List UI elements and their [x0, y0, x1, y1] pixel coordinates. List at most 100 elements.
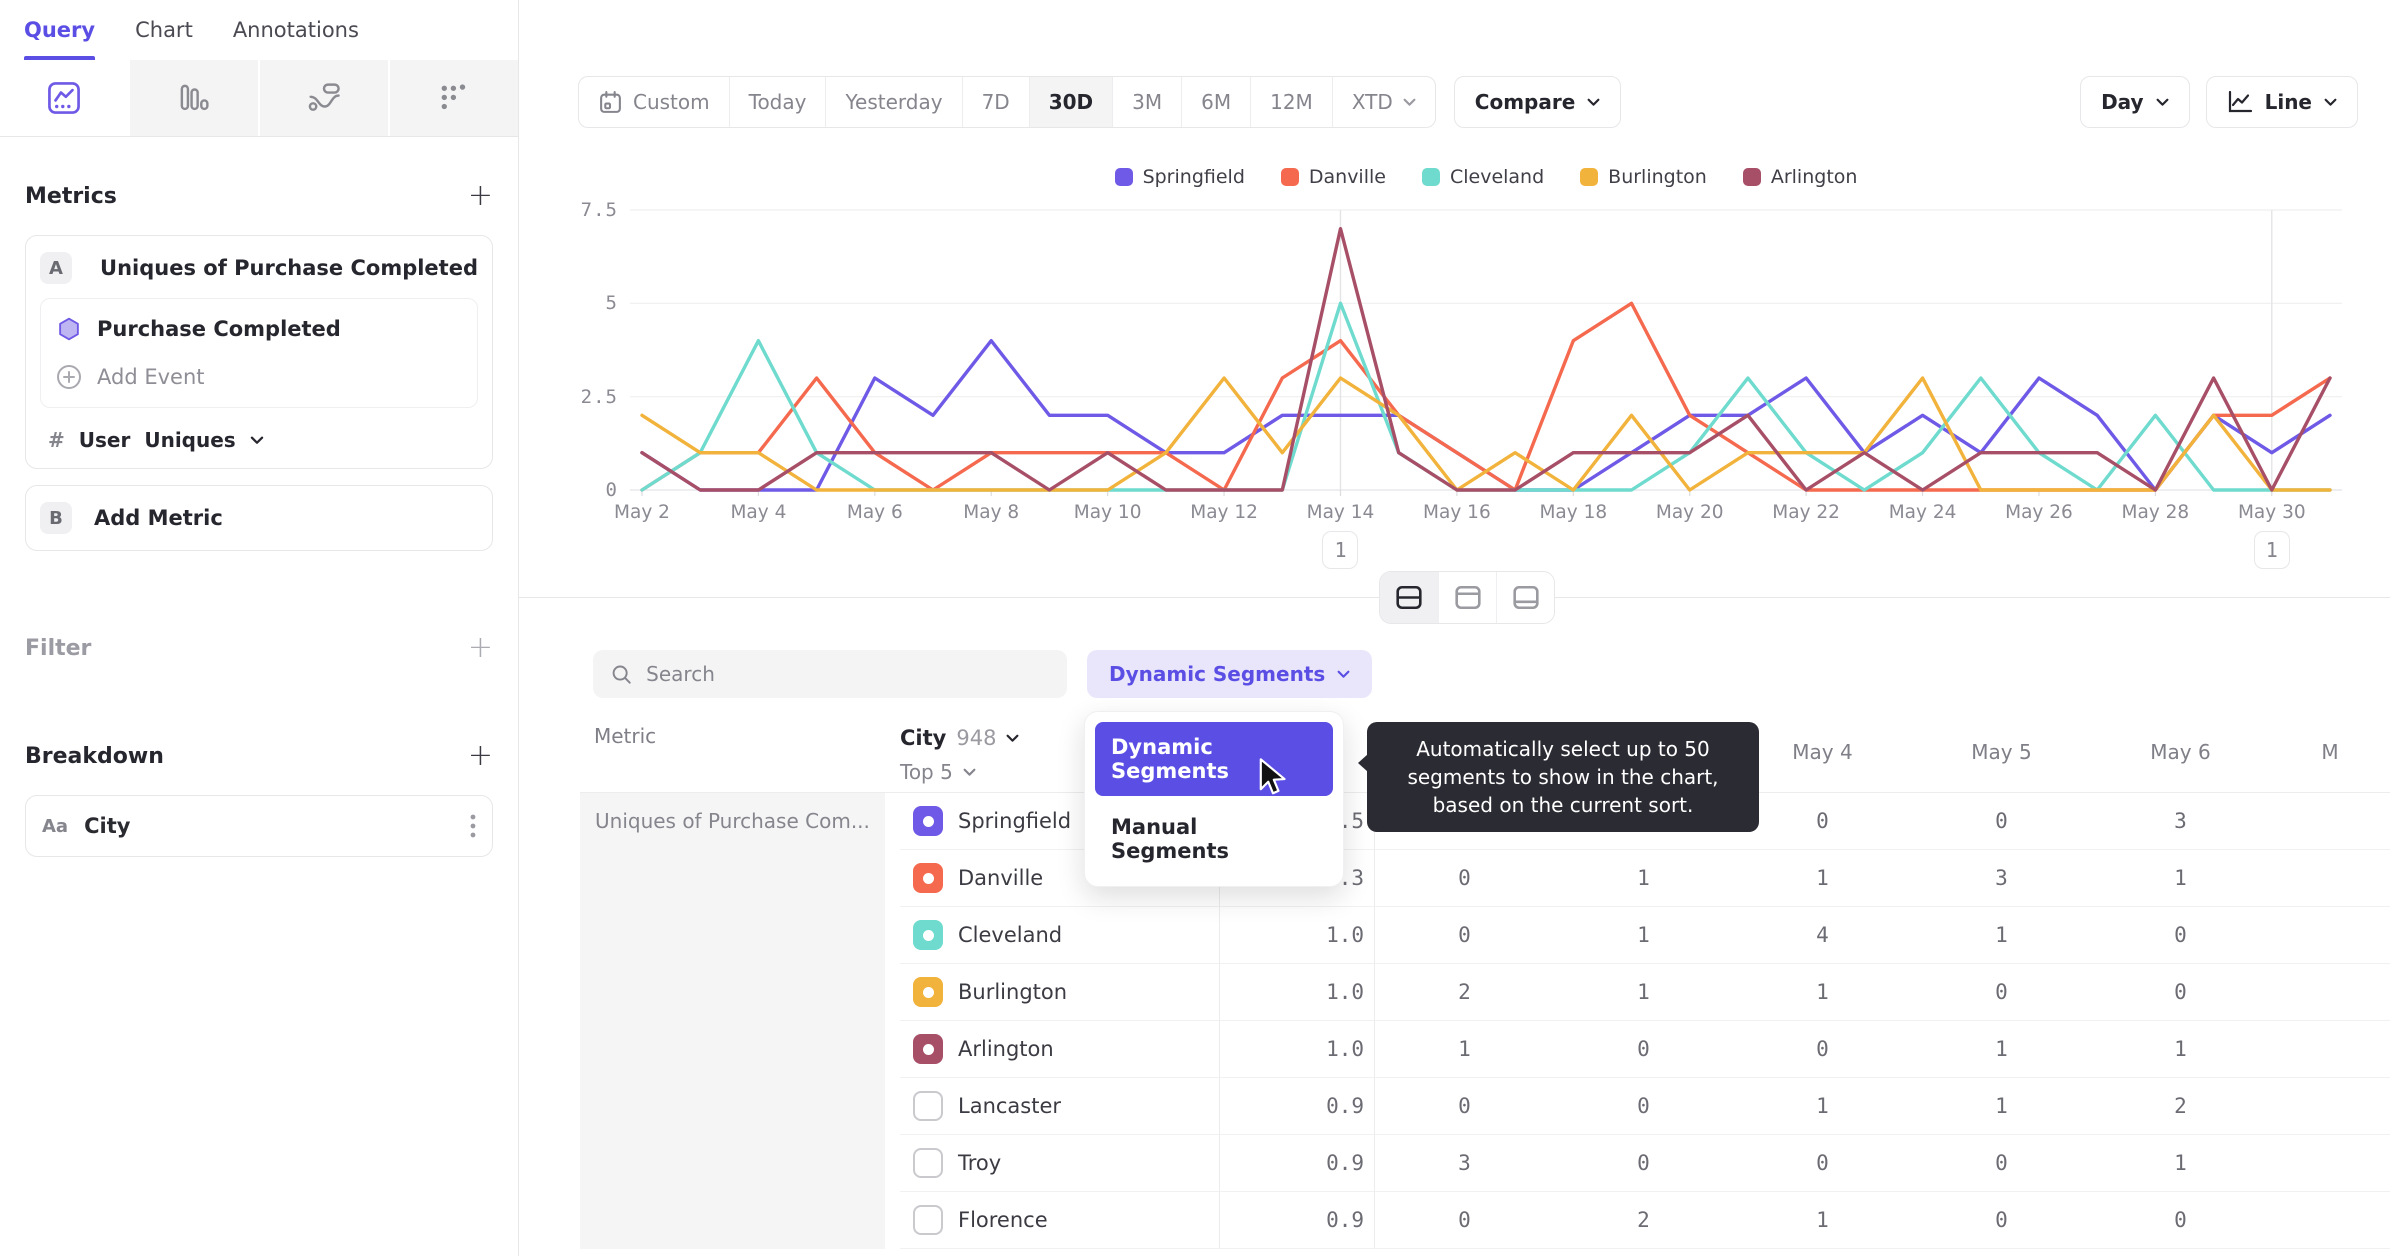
- segment-avg-value: 1.0: [1220, 907, 1375, 964]
- query-sidebar: Query Chart Annotations: [0, 0, 519, 1256]
- chevron-down-icon: [1587, 98, 1600, 106]
- segment-checkbox-unchecked[interactable]: [913, 1148, 943, 1178]
- range-3m[interactable]: 3M: [1112, 77, 1181, 127]
- dropdown-item-manual-segments[interactable]: Manual Segments: [1111, 815, 1230, 863]
- segment-row-spacer: [2270, 1078, 2390, 1135]
- add-metric-plus-button[interactable]: +: [467, 178, 493, 213]
- metric-b-badge: B: [40, 502, 72, 534]
- segment-checkbox-unchecked[interactable]: [913, 1091, 943, 1121]
- range-30d[interactable]: 30D: [1028, 77, 1113, 127]
- layout-top-button[interactable]: [1438, 572, 1496, 623]
- chart-type-segmentation[interactable]: [388, 60, 518, 136]
- legend-item-danville[interactable]: Danville: [1280, 166, 1386, 188]
- segment-checkbox-checked[interactable]: [913, 863, 943, 893]
- segment-mode-button[interactable]: Dynamic Segments: [1087, 650, 1373, 698]
- compare-button[interactable]: Compare: [1453, 76, 1622, 128]
- metric-column-header: Metric: [580, 712, 900, 793]
- chart-type-flow[interactable]: [258, 60, 388, 136]
- search-input[interactable]: [646, 662, 1049, 686]
- annotation-badge[interactable]: 1: [1322, 531, 1359, 569]
- add-event-row[interactable]: Add Event: [55, 363, 463, 391]
- search-icon: [612, 665, 631, 684]
- tab-query[interactable]: Query: [24, 0, 96, 60]
- segment-day-value: 0: [1375, 907, 1554, 964]
- x-tick-label: May 6: [846, 502, 903, 523]
- range-7d[interactable]: 7D: [961, 77, 1029, 127]
- add-breakdown-button[interactable]: +: [467, 738, 493, 773]
- add-event-label: Add Event: [97, 365, 205, 389]
- segment-day-value: 1: [1375, 1021, 1554, 1078]
- segment-checkbox-checked[interactable]: [913, 1034, 943, 1064]
- x-tick-label: May 8: [963, 502, 1020, 523]
- segment-row-spacer: [2270, 1021, 2390, 1078]
- legend-label: Burlington: [1608, 166, 1707, 188]
- segment-row-arlington: Arlington: [900, 1021, 1220, 1078]
- segment-mode-dropdown: Dynamic Segments Manual Segments: [1084, 711, 1344, 887]
- x-tick-label: May 12: [1190, 502, 1258, 523]
- x-tick-label: May 28: [2121, 502, 2190, 523]
- range-label: 30D: [1048, 90, 1094, 114]
- segment-checkbox-checked[interactable]: [913, 977, 943, 1007]
- segment-row-spacer: [2270, 850, 2390, 907]
- filter-heading: Filter: [25, 635, 92, 661]
- legend-item-arlington[interactable]: Arlington: [1742, 166, 1857, 188]
- metric-a-card[interactable]: A Uniques of Purchase Completed Purchase…: [25, 235, 493, 469]
- segment-day-value: 0: [1554, 1078, 1733, 1135]
- date-column-header: M: [2270, 712, 2390, 793]
- tab-annotations[interactable]: Annotations: [233, 0, 359, 60]
- x-tick-label: May 20: [1655, 502, 1724, 523]
- event-hexagon-icon: [59, 317, 79, 341]
- segment-checkbox-checked[interactable]: [913, 920, 943, 950]
- legend-item-springfield[interactable]: Springfield: [1114, 166, 1245, 188]
- event-row[interactable]: Purchase Completed: [55, 315, 463, 343]
- chart-type-bar[interactable]: [128, 60, 258, 136]
- add-filter-button[interactable]: +: [467, 630, 493, 665]
- segment-day-value: 0: [2091, 907, 2270, 964]
- granularity-button[interactable]: Day: [2080, 76, 2190, 128]
- property-type-icon: Aa: [42, 815, 69, 837]
- legend-item-burlington[interactable]: Burlington: [1580, 166, 1707, 188]
- measure-entity: User: [78, 428, 131, 452]
- range-6m[interactable]: 6M: [1181, 77, 1250, 127]
- segment-name: Arlington: [958, 1037, 1054, 1061]
- segment-day-value: 2: [1375, 964, 1554, 1021]
- chart-style-button[interactable]: Line: [2205, 76, 2358, 128]
- range-yesterday[interactable]: Yesterday: [825, 77, 961, 127]
- range-today[interactable]: Today: [728, 77, 826, 127]
- segment-mode-label: Dynamic Segments: [1109, 662, 1326, 686]
- segment-avg-value: 1.0: [1220, 1021, 1375, 1078]
- segment-day-value: 0: [1554, 1135, 1733, 1192]
- annotation-badge[interactable]: 1: [2253, 531, 2290, 569]
- segment-day-value: 1: [1733, 1192, 1912, 1249]
- x-axis-labels: May 2 May 4 May 6 May 8 May 10 May 12 May 14 Ma…: [614, 502, 2342, 528]
- legend-swatch: [1421, 168, 1440, 186]
- top-n-dropdown[interactable]: Top 5: [900, 760, 976, 784]
- y-tick-label: 2.5: [580, 385, 618, 408]
- metric-b-card[interactable]: B Add Metric: [25, 485, 493, 551]
- range-label: Today: [748, 90, 807, 114]
- hash-icon: #: [48, 428, 65, 452]
- measured-as-row[interactable]: # User Uniques: [40, 428, 478, 452]
- layout-bottom-button[interactable]: [1496, 572, 1554, 623]
- range-xtd[interactable]: XTD: [1331, 77, 1435, 127]
- tab-chart[interactable]: Chart: [135, 0, 193, 60]
- segment-checkbox-unchecked[interactable]: [913, 1205, 943, 1235]
- segment-row-spacer: [2270, 907, 2390, 964]
- group-by-dropdown[interactable]: City 948: [900, 726, 1019, 750]
- dropdown-item-dynamic-segments[interactable]: Dynamic Segments: [1095, 722, 1333, 796]
- chevron-down-icon: [2156, 98, 2169, 106]
- tab-chart-label: Chart: [135, 18, 193, 42]
- legend-item-cleveland[interactable]: Cleveland: [1421, 166, 1544, 188]
- bottom-panel-layout-icon: [1512, 585, 1539, 610]
- segment-day-value: 0: [2091, 964, 2270, 1021]
- chart-type-line[interactable]: [0, 60, 128, 136]
- range-custom[interactable]: Custom: [579, 77, 729, 127]
- range-12m[interactable]: 12M: [1250, 77, 1332, 127]
- segment-checkbox-checked[interactable]: [913, 806, 943, 836]
- legend-swatch: [1280, 168, 1299, 186]
- segment-day-value: 1: [1554, 850, 1733, 907]
- breakdown-city-card[interactable]: Aa City: [25, 795, 493, 857]
- y-tick-label: 7.5: [580, 199, 618, 221]
- kebab-menu-icon[interactable]: [470, 813, 476, 839]
- layout-split-button[interactable]: [1380, 572, 1438, 623]
